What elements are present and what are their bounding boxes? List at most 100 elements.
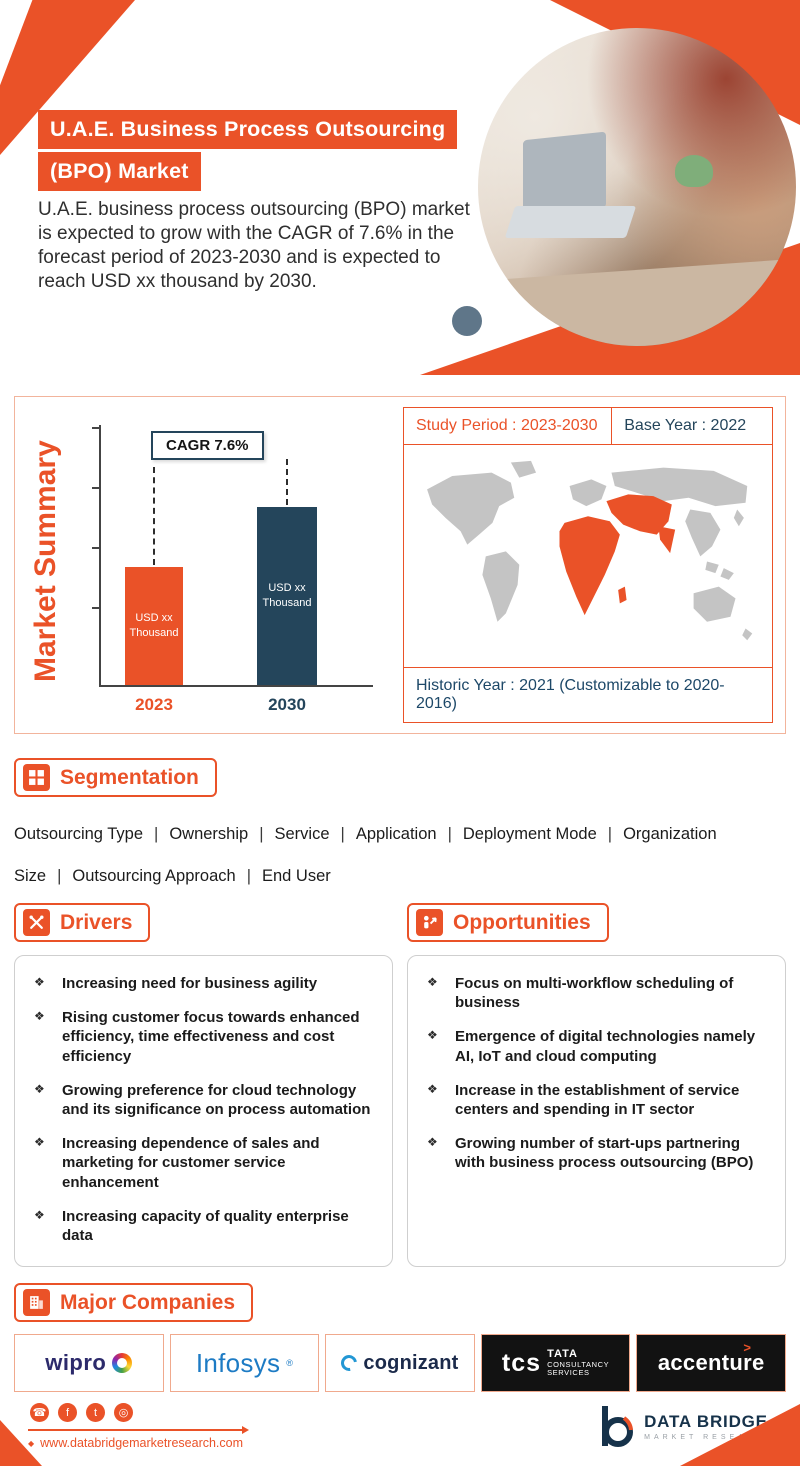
opportunity-item: Emergence of digital technologies namely… [421, 1027, 772, 1065]
logo-cognizant: cognizant [325, 1334, 475, 1392]
brand-logo: DATA BRIDGE MARKET RESEARCH [597, 1404, 774, 1448]
segment-item: Ownership [169, 825, 249, 843]
accent-dot [452, 306, 482, 336]
segment-item: Outsourcing Type [14, 825, 144, 843]
logo-wipro: wipro [14, 1334, 164, 1392]
market-bar-chart: USD xx Thousand USD xx Thousand CAGR 7.6… [92, 419, 383, 714]
segment-separator: | [246, 867, 251, 886]
market-summary-title: Market Summary [29, 440, 62, 682]
segment-separator: | [340, 825, 345, 843]
infosys-wordmark: Infosys [195, 1347, 281, 1378]
historic-year: Historic Year : 2021 (Customizable to 20… [404, 667, 772, 722]
driver-item: Rising customer focus towards enhanced e… [28, 1008, 379, 1066]
drivers-list: Increasing need for business agility Ris… [14, 955, 393, 1267]
photo-plant-shape [675, 155, 714, 187]
accenture-caret-icon: > [743, 1340, 751, 1355]
wipro-wordmark: wipro [45, 1350, 107, 1375]
wipro-flower-icon [112, 1353, 133, 1373]
logo-infosys: Infosys ® [169, 1334, 320, 1392]
study-info-header: Study Period : 2023-2030 Base Year : 202… [404, 408, 772, 445]
segmentation-header: Segmentation [14, 758, 217, 797]
brand-name: DATA BRIDGE [644, 1411, 768, 1431]
driver-item: Increasing need for business agility [28, 974, 379, 993]
website-link[interactable]: ◆ www.databridgemarketresearch.com [28, 1436, 243, 1450]
diamond-bullet-icon: ◆ [28, 1438, 35, 1448]
footer-rule [28, 1426, 249, 1434]
opportunities-column: Opportunities Focus on multi-workflow sc… [407, 903, 786, 1267]
tcs-full-name: TATA CONSULTANCY SERVICES [547, 1348, 609, 1378]
y-axis-tick [92, 607, 99, 609]
base-year: Base Year : 2022 [624, 417, 747, 434]
facebook-icon[interactable]: f [58, 1403, 77, 1422]
major-companies-section: Major Companies wipro Infosys ® cognizan… [14, 1283, 786, 1392]
footer: ☎ f t ◎ ◆ www.databridgemarketresearch.c… [0, 1394, 800, 1466]
website-url[interactable]: www.databridgemarketresearch.com [40, 1436, 244, 1450]
drivers-column: Drivers Increasing need for business agi… [14, 903, 393, 1267]
hero-section: U.A.E. Business Process Outsourcing (BPO… [0, 0, 800, 375]
opportunity-item: Increase in the establishment of service… [421, 1081, 772, 1119]
hero-photo [478, 28, 796, 346]
market-summary-chart-panel: Market Summary USD xx Thousand USD xx Th… [15, 397, 391, 733]
tcs-line: SERVICES [547, 1368, 590, 1378]
major-companies-title: Major Companies [60, 1290, 236, 1314]
registered-mark: ® [286, 1358, 293, 1368]
photo-desk-shape [478, 257, 796, 346]
segmentation-list: Outsourcing Type | Ownership | Service | Appli… [14, 813, 786, 897]
segmentation-section: Segmentation Outsourcing Type | Ownership |… [14, 758, 786, 897]
drivers-opportunities-section: Drivers Increasing need for business agi… [14, 903, 786, 1267]
tools-icon [23, 909, 50, 936]
world-map-svg [427, 460, 753, 641]
segment-item: End User [261, 867, 331, 886]
tcs-line: TATA [547, 1348, 578, 1361]
hero-description: U.A.E. business process outsourcing (BPO… [38, 199, 470, 293]
twitter-icon[interactable]: t [86, 1403, 105, 1422]
opportunity-item: Growing number of start-ups partnering w… [421, 1134, 772, 1172]
x-label-2023: 2023 [135, 695, 173, 714]
brand-subtitle: MARKET RESEARCH [644, 1433, 774, 1441]
cagr-annotation: CAGR 7.6% [151, 431, 264, 460]
x-label-2030: 2030 [268, 695, 306, 714]
segment-item: Deployment Mode [462, 825, 597, 843]
company-logos-row: wipro Infosys ® cognizant tcs TATA CONSU… [14, 1334, 786, 1392]
page-title-line1: U.A.E. Business Process Outsourcing [38, 110, 458, 149]
driver-item: Increasing capacity of quality enterpris… [28, 1207, 379, 1245]
tcs-line: CONSULTANCY [547, 1359, 610, 1369]
grid-icon [23, 764, 50, 791]
opportunities-header: Opportunities [407, 903, 609, 942]
segment-item: Service [274, 825, 330, 843]
photo-laptop-base-shape [504, 206, 636, 238]
market-summary-section: Market Summary USD xx Thousand USD xx Th… [14, 396, 786, 734]
world-map [404, 445, 772, 667]
social-icons: ☎ f t ◎ [30, 1403, 133, 1422]
bar-2030: USD xx Thousand [257, 507, 317, 685]
drivers-header: Drivers [14, 903, 151, 942]
page-title-line2: (BPO) Market [38, 152, 201, 191]
segment-separator: | [607, 825, 613, 843]
photo-laptop-screen-shape [522, 131, 606, 217]
tcs-wordmark: tcs [501, 1348, 542, 1377]
segment-separator: | [57, 867, 62, 886]
y-axis-tick [92, 487, 99, 489]
driver-item: Growing preference for cloud technology … [28, 1081, 379, 1119]
growth-person-icon [416, 909, 443, 936]
dashed-connector-2030 [286, 459, 288, 505]
whatsapp-icon[interactable]: ☎ [30, 1403, 49, 1422]
chart-x-axis [99, 685, 373, 687]
major-companies-header: Major Companies [14, 1283, 254, 1322]
cognizant-wordmark: cognizant [363, 1351, 459, 1374]
segment-separator: | [447, 825, 452, 843]
logo-accenture: accenture > [636, 1334, 786, 1392]
study-period: Study Period : 2023-2030 [404, 408, 613, 444]
accenture-wordmark: accenture [657, 1350, 765, 1375]
instagram-icon[interactable]: ◎ [114, 1403, 133, 1422]
segment-item: Organization Size [14, 825, 717, 886]
segmentation-title: Segmentation [60, 765, 199, 789]
chart-y-axis [99, 425, 101, 687]
segment-item: Application [355, 825, 437, 843]
y-axis-tick [92, 547, 99, 549]
study-info-box: Study Period : 2023-2030 Base Year : 202… [403, 407, 773, 723]
segment-separator: | [259, 825, 264, 843]
drivers-title: Drivers [60, 910, 133, 934]
opportunity-item: Focus on multi-workflow scheduling of bu… [421, 974, 772, 1012]
